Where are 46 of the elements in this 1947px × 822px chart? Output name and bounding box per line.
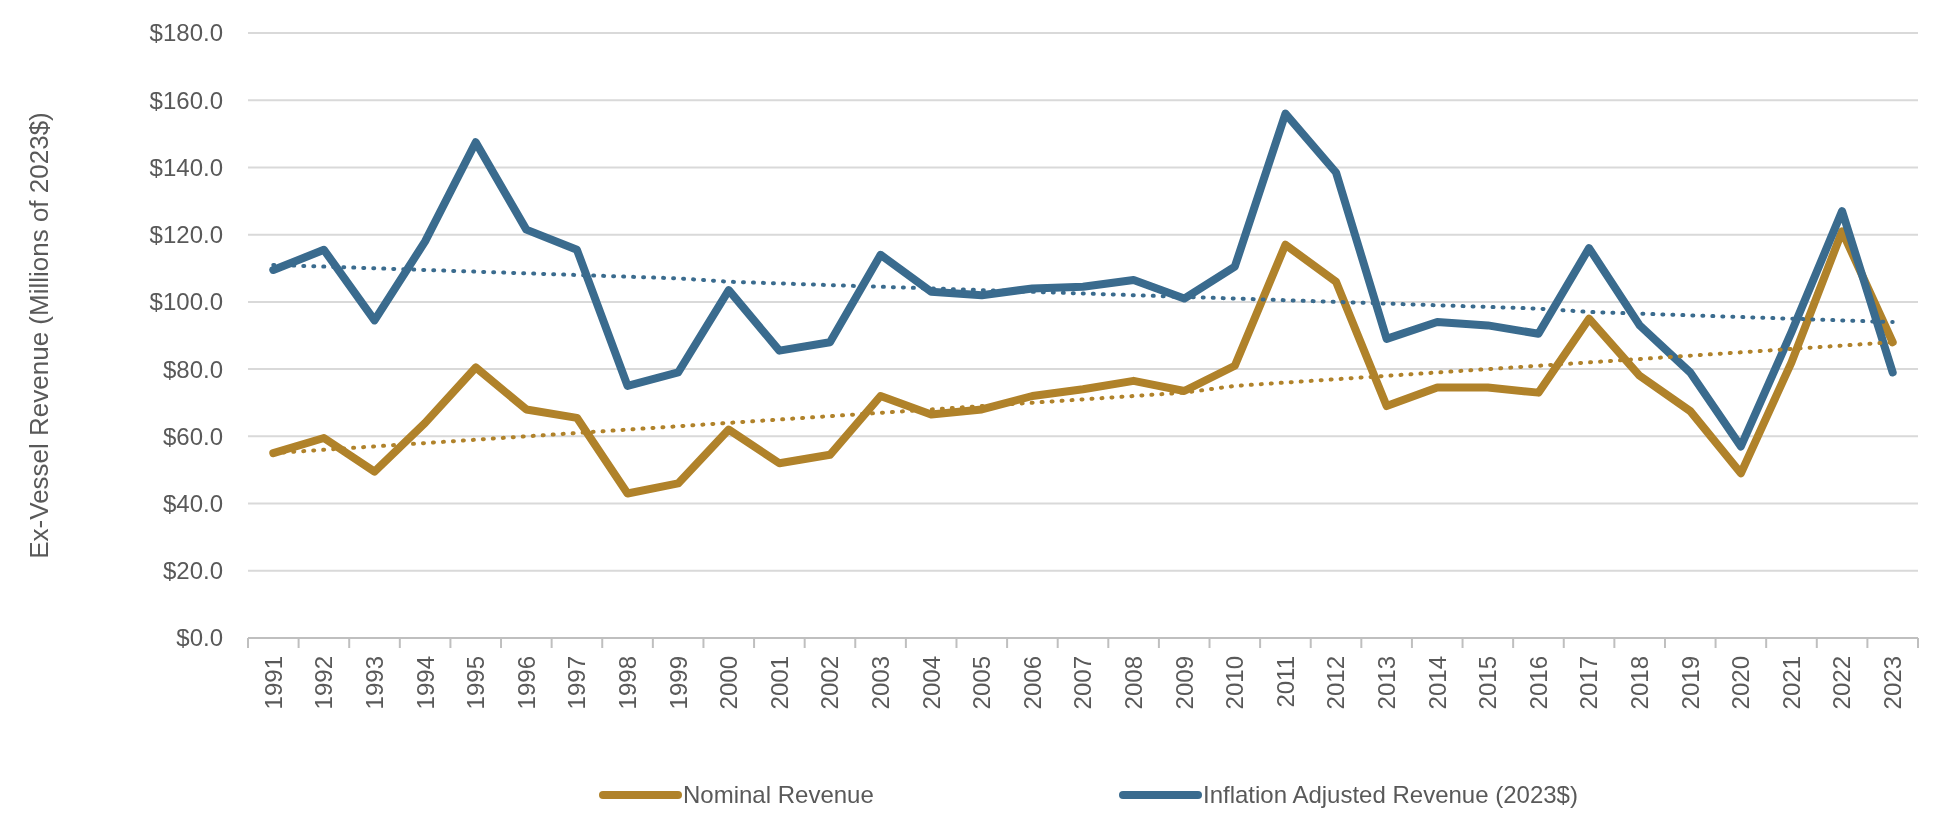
- y-tick-label: $100.0: [149, 288, 223, 316]
- x-tick-label: 1991: [259, 656, 287, 710]
- x-tick-label: 1997: [563, 656, 591, 710]
- x-tick-label: 2023: [1879, 656, 1907, 710]
- y-tick-label: $60.0: [162, 422, 223, 450]
- x-tick-label: 2022: [1828, 656, 1856, 710]
- x-tick-label: 2016: [1524, 656, 1552, 710]
- x-tick-label: 2021: [1777, 656, 1805, 710]
- x-tick-label: 2014: [1423, 656, 1451, 710]
- y-axis-title: Ex-Vessel Revenue (Millions of 2023$): [24, 112, 54, 559]
- x-tick-label: 2013: [1373, 656, 1401, 710]
- y-tick-label: $80.0: [162, 355, 223, 383]
- y-tick-label: $160.0: [149, 86, 223, 114]
- x-tick-label: 1992: [310, 656, 338, 710]
- x-tick-label: 2020: [1727, 656, 1755, 710]
- x-tick-label: 2010: [1221, 656, 1249, 710]
- x-tick-label: 1999: [664, 656, 692, 710]
- x-tick-label: 2019: [1676, 656, 1704, 710]
- x-tick-label: 2003: [866, 656, 894, 710]
- x-tick-label: 2001: [765, 656, 793, 710]
- legend-label: Nominal Revenue: [683, 781, 874, 809]
- y-tick-label: $20.0: [162, 557, 223, 585]
- x-tick-label: 1998: [613, 656, 641, 710]
- x-tick-label: 1996: [512, 656, 540, 710]
- x-tick-label: 2017: [1575, 656, 1603, 710]
- x-tick-label: 2009: [1170, 656, 1198, 710]
- x-tick-label: 2018: [1626, 656, 1654, 710]
- y-tick-label: $0.0: [176, 624, 223, 652]
- legend-label: Inflation Adjusted Revenue (2023$): [1203, 781, 1578, 809]
- x-tick-label: 2002: [816, 656, 844, 710]
- x-tick-label: 2011: [1271, 656, 1299, 708]
- x-tick-label: 1995: [462, 656, 490, 710]
- x-tick-label: 1994: [411, 656, 439, 710]
- y-tick-label: $140.0: [149, 153, 223, 181]
- x-tick-label: 2004: [917, 656, 945, 710]
- x-tick-label: 2005: [968, 656, 996, 710]
- y-tick-label: $40.0: [162, 489, 223, 517]
- y-tick-label: $180.0: [149, 19, 223, 47]
- x-tick-label: 2015: [1474, 656, 1502, 710]
- x-tick-label: 2012: [1322, 656, 1350, 710]
- y-tick-label: $120.0: [149, 221, 223, 249]
- x-tick-label: 2000: [715, 656, 743, 710]
- x-tick-label: 2006: [1018, 656, 1046, 710]
- x-tick-label: 1993: [360, 656, 388, 710]
- x-tick-label: 2007: [1069, 656, 1097, 710]
- x-tick-label: 2008: [1120, 656, 1148, 710]
